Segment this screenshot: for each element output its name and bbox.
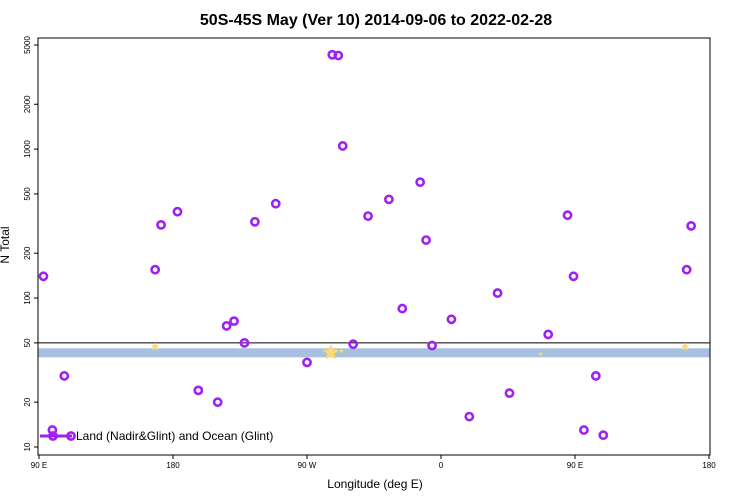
data-point: [598, 430, 609, 441]
data-point: [446, 314, 457, 325]
data-point: [492, 288, 503, 298]
data-point: [397, 303, 408, 314]
data-point: [383, 194, 394, 205]
data-point: [193, 385, 204, 396]
data-point: [686, 221, 697, 231]
data-point: [156, 219, 166, 230]
legend-marker-icon: [66, 431, 76, 441]
data-point: [229, 316, 239, 327]
x-tick-label: 0: [439, 461, 444, 470]
data-point: [464, 411, 475, 422]
data-point: [249, 216, 260, 227]
data-point: [239, 337, 250, 348]
data-point: [212, 397, 223, 408]
data-point: [427, 340, 437, 351]
y-tick-label: 200: [23, 246, 32, 260]
data-point: [421, 235, 432, 245]
data-point: [221, 321, 232, 331]
data-point: [38, 271, 49, 282]
plot-frame: [37, 37, 711, 456]
data-point: [150, 264, 161, 275]
star-marker: [538, 351, 544, 357]
data-point: [504, 388, 515, 399]
plot-area: 90 E 180 90 W 0 90 E 180 10 20 50 100 200 500 1000 20…: [23, 36, 716, 470]
data-point: [337, 141, 348, 151]
x-axis-label: Longitude (deg E): [327, 477, 422, 491]
data-point: [333, 50, 344, 61]
x-tick-label: 90 W: [298, 461, 317, 470]
y-tick-label: 500: [23, 187, 32, 201]
data-point: [590, 371, 601, 381]
data-point: [543, 329, 554, 340]
data-point: [270, 198, 281, 209]
star-marker: [150, 342, 160, 351]
band-rect: [38, 348, 710, 358]
y-tick-label: 100: [23, 291, 32, 305]
data-point: [562, 210, 573, 221]
y-tick-label: 2000: [23, 95, 32, 113]
data-point: [59, 371, 70, 381]
y-axis-label: N Total: [0, 226, 12, 263]
chart-title: 50S-45S May (Ver 10) 2014-09-06 to 2022-…: [200, 12, 552, 29]
data-point: [568, 271, 579, 282]
x-tick-label: 90 E: [31, 461, 47, 470]
data-point: [579, 425, 589, 435]
star-marker: [680, 342, 690, 351]
star-marker: [338, 348, 344, 354]
data-point: [302, 357, 312, 368]
x-tick-label: 180: [702, 461, 716, 470]
y-tick-label: 10: [23, 442, 32, 451]
legend-label: Land (Nadir&Glint) and Ocean (Glint): [76, 429, 273, 443]
data-point: [681, 264, 692, 275]
y-tick-label: 20: [23, 397, 32, 406]
star-marker: [322, 343, 340, 360]
data-point: [363, 211, 373, 222]
data-point: [415, 177, 426, 188]
legend: Land (Nadir&Glint) and Ocean (Glint): [40, 429, 273, 443]
data-point: [172, 206, 183, 217]
y-tick-label: 1000: [23, 140, 32, 158]
legend-marker-icon: [48, 431, 58, 441]
y-tick-label: 50: [23, 338, 32, 347]
data-point: [348, 339, 359, 350]
y-tick-label: 5000: [23, 36, 32, 54]
x-tick-label: 90 E: [567, 461, 583, 470]
x-tick-label: 180: [166, 461, 180, 470]
